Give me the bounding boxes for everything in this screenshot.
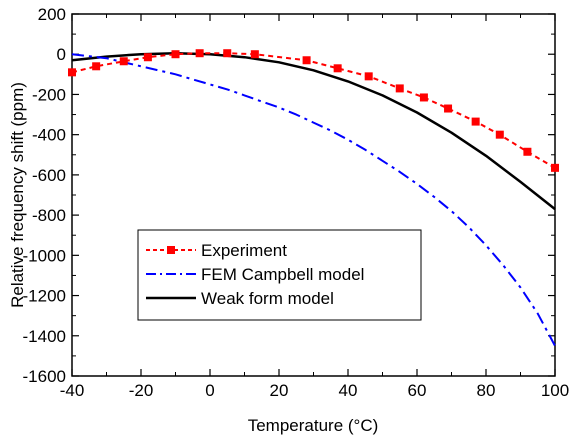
experiment-point-4 [171, 50, 180, 59]
y-tick-label-5: -600 [32, 166, 66, 185]
experiment-point-7 [250, 50, 259, 59]
experiment-point-0 [68, 68, 76, 77]
experiment-point-1 [92, 62, 101, 71]
legend: Experiment FEM Campbell model Weak form … [137, 229, 422, 321]
series-line-2 [71, 51, 556, 211]
y-tick-label-4: -800 [32, 206, 66, 225]
legend-label-experiment: Experiment [201, 241, 287, 260]
experiment-point-17 [551, 163, 559, 172]
y-tick-label-0: -1600 [23, 367, 66, 386]
series-layer [68, 49, 559, 347]
series-line-1 [71, 53, 556, 347]
experiment-point-9 [333, 64, 342, 73]
y-tick-label-8: 0 [57, 45, 66, 64]
experiment-point-14 [471, 117, 480, 126]
series-line-0 [71, 52, 556, 169]
y-axis-title: Relative frequency shift (ppm) [8, 82, 27, 308]
x-tick-label-0: -40 [60, 381, 85, 400]
x-tick-label-7: 100 [541, 381, 569, 400]
legend-box [137, 229, 422, 321]
experiment-point-15 [495, 130, 504, 139]
y-tick-label-6: -400 [32, 126, 66, 145]
experiment-point-10 [364, 72, 373, 81]
y-tick-label-9: 200 [38, 5, 66, 24]
ticks: -40 -20 0 20 40 60 80 100-1600-1400-1200-1000-8… [23, 5, 570, 400]
legend-label-fem: FEM Campbell model [201, 265, 364, 284]
legend-label-weak: Weak form model [201, 289, 334, 308]
x-tick-label-2: 0 [205, 381, 214, 400]
experiment-point-16 [523, 147, 532, 156]
experiment-point-6 [223, 49, 232, 58]
y-tick-label-1: -1400 [23, 327, 66, 346]
experiment-point-2 [119, 57, 128, 66]
experiment-point-8 [302, 56, 311, 65]
x-tick-label-4: 40 [339, 381, 358, 400]
experiment-point-5 [195, 49, 204, 58]
y-tick-label-2: -1200 [23, 287, 66, 306]
y-tick-label-3: -1000 [23, 246, 66, 265]
experiment-point-13 [444, 104, 453, 113]
legend-marker-experiment [167, 246, 175, 254]
y-tick-label-7: -200 [32, 85, 66, 104]
x-tick-label-3: 20 [270, 381, 289, 400]
plot-frame [71, 13, 556, 377]
x-tick-label-5: 60 [408, 381, 427, 400]
experiment-point-12 [419, 93, 428, 102]
x-tick-label-1: -20 [129, 381, 154, 400]
x-axis-title: Temperature (°C) [248, 416, 379, 435]
experiment-point-3 [143, 53, 152, 62]
experiment-point-11 [395, 84, 404, 93]
x-tick-label-6: 80 [477, 381, 496, 400]
